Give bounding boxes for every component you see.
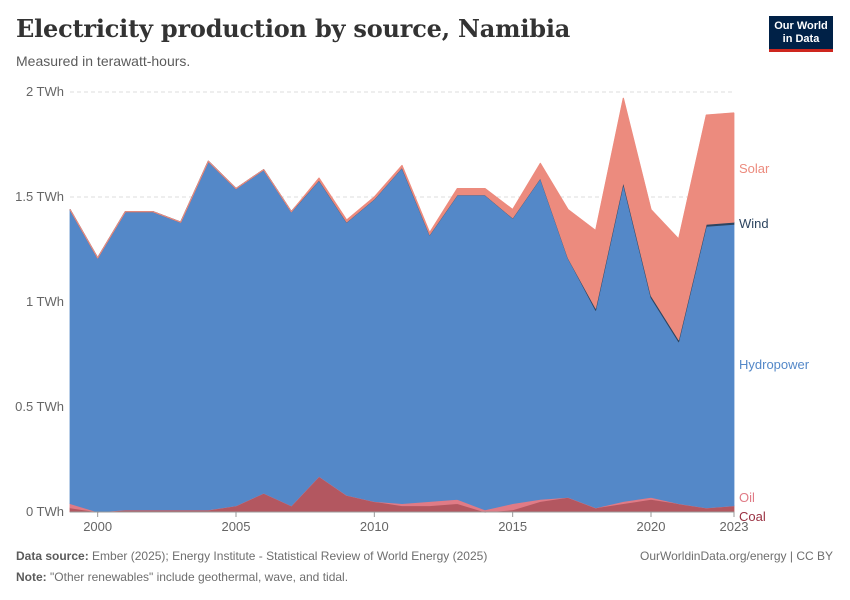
note-label: Note: <box>16 570 47 584</box>
owid-logo[interactable]: Our World in Data <box>769 16 833 52</box>
x-tick-label: 2010 <box>360 519 389 534</box>
x-tick-label: 2023 <box>720 519 749 534</box>
y-tick-label: 2 TWh <box>26 84 64 99</box>
data-source-label: Data source: <box>16 549 89 563</box>
data-source-line: Data source: Ember (2025); Energy Instit… <box>16 549 487 563</box>
y-tick-label: 1 TWh <box>26 294 64 309</box>
x-tick-label: 2000 <box>83 519 112 534</box>
logo-line-2: in Data <box>782 33 820 45</box>
series-label-wind: Wind <box>739 216 769 231</box>
note-line: Note: "Other renewables" include geother… <box>16 570 348 584</box>
y-tick-label: 0 TWh <box>26 504 64 519</box>
y-tick-label: 0.5 TWh <box>15 399 64 414</box>
x-tick-label: 2020 <box>637 519 666 534</box>
credit-link[interactable]: OurWorldinData.org/energy | CC BY <box>640 549 833 563</box>
y-tick-label: 1.5 TWh <box>15 189 64 204</box>
x-tick-label: 2015 <box>498 519 527 534</box>
line-solar <box>69 97 735 259</box>
series-label-oil: Oil <box>739 490 755 505</box>
series-label-hydropower: Hydropower <box>739 357 810 372</box>
series-label-solar: Solar <box>739 161 770 176</box>
series-label-coal: Coal <box>739 509 766 524</box>
data-source-text[interactable]: Ember (2025); Energy Institute - Statist… <box>92 549 488 563</box>
x-tick-label: 2005 <box>222 519 251 534</box>
chart-title: Electricity production by source, Namibi… <box>16 14 571 43</box>
logo-line-1: Our World <box>774 20 828 32</box>
chart-subtitle: Measured in terawatt-hours. <box>16 53 191 69</box>
note-text: "Other renewables" include geothermal, w… <box>50 570 349 584</box>
